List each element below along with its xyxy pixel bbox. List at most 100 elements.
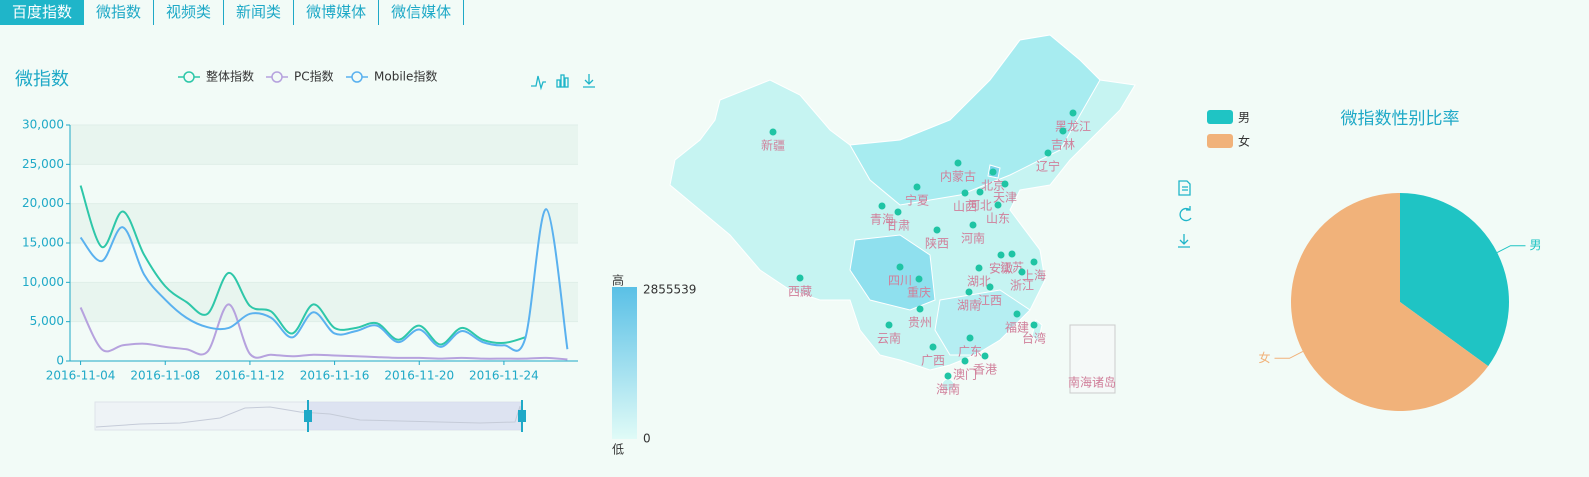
pie-leader	[1496, 245, 1526, 253]
province-dot	[915, 275, 923, 283]
split-area	[70, 203, 578, 243]
province-dot	[1044, 149, 1052, 157]
province-label: 河北	[968, 199, 992, 213]
legend-label: 整体指数	[206, 69, 254, 84]
province-label: 香港	[973, 363, 997, 377]
province-dot	[965, 288, 973, 296]
province-label: 吉林	[1051, 138, 1075, 152]
province-dot	[929, 343, 937, 351]
province-label: 福建	[1005, 320, 1029, 335]
province-dot	[1013, 310, 1021, 318]
province-label: 四川	[888, 274, 912, 288]
province-dot	[1030, 321, 1038, 329]
visual-map-min: 0	[643, 432, 651, 446]
pie-slice	[1290, 193, 1489, 412]
province-dot	[885, 321, 893, 329]
province-dot	[769, 128, 777, 136]
province-dot	[1018, 268, 1026, 276]
pie-slice	[1400, 193, 1509, 367]
province-dot	[961, 189, 969, 197]
province-dot	[976, 188, 984, 196]
province-dot	[916, 305, 924, 313]
province-label: 云南	[877, 331, 901, 346]
tab[interactable]: 微指数	[84, 0, 155, 25]
province-dot	[896, 263, 904, 271]
split-area	[70, 125, 578, 165]
province-dot	[1030, 258, 1038, 266]
province-label: 重庆	[907, 286, 931, 300]
y-tick-label: 30,000	[22, 118, 64, 132]
tab[interactable]: 百度指数	[0, 0, 85, 25]
legend-marker	[271, 71, 283, 83]
province-label: 新疆	[761, 138, 785, 153]
legend-label: PC指数	[294, 69, 334, 84]
province-label: 湖南	[957, 298, 981, 313]
province-dot	[1059, 127, 1067, 135]
province-label: 北京	[981, 179, 1005, 193]
tab[interactable]: 视频类	[154, 0, 225, 25]
province-label: 山西	[953, 200, 977, 214]
province-label: 辽宁	[1036, 159, 1060, 174]
province-dot	[1069, 109, 1077, 117]
x-tick-label: 2016-11-08	[130, 369, 200, 383]
province-label: 河南	[961, 231, 985, 246]
legend-swatch	[1207, 110, 1233, 124]
x-tick-label: 2016-11-20	[384, 369, 454, 383]
province-dot	[966, 334, 974, 342]
visual-map-high: 高	[612, 273, 624, 288]
legend-label: Mobile指数	[374, 69, 437, 84]
province-label: 宁夏	[905, 193, 929, 208]
province-label: 青海	[870, 212, 894, 227]
province-dot	[894, 208, 902, 216]
visual-map-bar[interactable]	[612, 287, 637, 439]
province-label: 南海诸岛	[1068, 375, 1116, 390]
province-dot	[981, 352, 989, 360]
province-dot	[933, 226, 941, 234]
province-dot	[796, 274, 804, 282]
province-label: 陕西	[925, 236, 949, 251]
legend-label: 女	[1238, 134, 1250, 149]
data-zoom[interactable]	[94, 400, 526, 432]
province-label: 澳门	[953, 367, 977, 382]
pie-label: 男	[1529, 238, 1541, 252]
province-label: 贵州	[908, 316, 932, 330]
province-label: 江苏	[1000, 261, 1024, 275]
province-label: 甘肃	[886, 219, 910, 233]
y-tick-label: 25,000	[22, 157, 64, 171]
province-label: 内蒙古	[940, 169, 976, 184]
legend-marker	[351, 71, 363, 83]
province-label: 浙江	[1010, 279, 1034, 293]
province-dot	[969, 221, 977, 229]
province-dot	[878, 202, 886, 210]
tab[interactable]: 微博媒体	[294, 0, 380, 25]
province-label: 江西	[978, 294, 1002, 308]
province-dot	[913, 183, 921, 191]
x-tick-label: 2016-11-12	[215, 369, 285, 383]
province-label: 广东	[958, 345, 982, 359]
province-dot	[994, 201, 1002, 209]
province-dot	[975, 264, 983, 272]
pie-leader	[1274, 351, 1304, 359]
legend-swatch	[1207, 134, 1233, 148]
x-tick-label: 2016-11-04	[46, 369, 116, 383]
y-tick-label: 20,000	[22, 196, 64, 210]
x-tick-label: 2016-11-24	[469, 369, 539, 383]
pie-title: 微指数性别比率	[1341, 109, 1460, 129]
tab[interactable]: 新闻类	[224, 0, 295, 25]
province-dot	[989, 168, 997, 176]
toolbox[interactable]	[531, 74, 1192, 248]
x-tick-label: 2016-11-16	[300, 369, 370, 383]
tab[interactable]: 微信媒体	[379, 0, 465, 25]
province-dot	[997, 251, 1005, 259]
province-dot	[986, 283, 994, 291]
province-label: 上海	[1022, 268, 1046, 283]
province-dot	[944, 372, 952, 380]
province-label: 海南	[936, 382, 960, 397]
province-label: 台湾	[1022, 331, 1046, 346]
province-dot	[954, 159, 962, 167]
pie-label: 女	[1258, 350, 1270, 365]
line-series	[79, 208, 569, 352]
province-label: 天津	[993, 191, 1017, 205]
y-tick-label: 5,000	[30, 314, 64, 328]
